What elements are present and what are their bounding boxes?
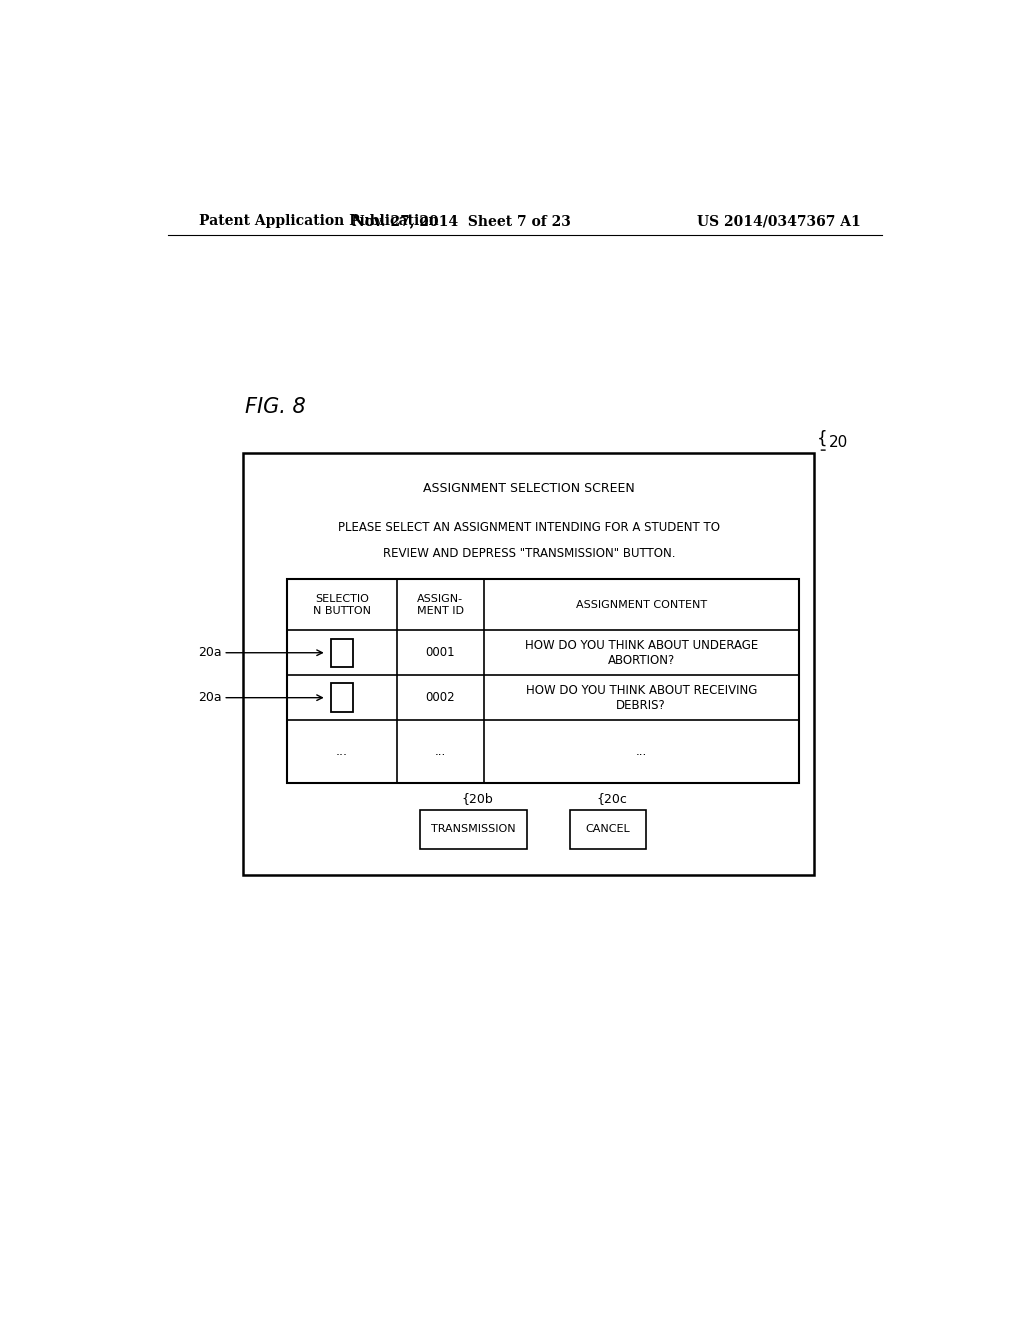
Text: US 2014/0347367 A1: US 2014/0347367 A1 — [697, 214, 860, 228]
Text: 0002: 0002 — [425, 692, 455, 704]
Bar — [287, 579, 799, 784]
Text: HOW DO YOU THINK ABOUT RECEIVING
DEBRIS?: HOW DO YOU THINK ABOUT RECEIVING DEBRIS? — [525, 684, 757, 711]
Text: PLEASE SELECT AN ASSIGNMENT INTENDING FOR A STUDENT TO: PLEASE SELECT AN ASSIGNMENT INTENDING FO… — [338, 521, 720, 533]
Text: ...: ... — [434, 746, 445, 758]
Text: 0001: 0001 — [425, 647, 455, 659]
Text: ...: ... — [636, 746, 647, 758]
Text: 20a: 20a — [198, 692, 221, 704]
Text: REVIEW AND DEPRESS "TRANSMISSION" BUTTON.: REVIEW AND DEPRESS "TRANSMISSION" BUTTON… — [383, 548, 675, 560]
Text: CANCEL: CANCEL — [586, 824, 631, 834]
Text: {20c: {20c — [596, 792, 627, 805]
Bar — [420, 810, 526, 849]
Text: Patent Application Publication: Patent Application Publication — [200, 214, 439, 228]
Text: TRANSMISSION: TRANSMISSION — [431, 824, 515, 834]
Bar — [331, 639, 353, 667]
Text: ...: ... — [336, 746, 348, 758]
Bar — [331, 684, 353, 711]
Text: Nov. 27, 2014  Sheet 7 of 23: Nov. 27, 2014 Sheet 7 of 23 — [352, 214, 570, 228]
Bar — [570, 810, 646, 849]
Text: 20: 20 — [828, 436, 848, 450]
Text: ASSIGN-
MENT ID: ASSIGN- MENT ID — [417, 594, 464, 615]
Text: HOW DO YOU THINK ABOUT UNDERAGE
ABORTION?: HOW DO YOU THINK ABOUT UNDERAGE ABORTION… — [524, 639, 758, 667]
Text: {20b: {20b — [461, 792, 494, 805]
Text: 20a: 20a — [198, 647, 221, 659]
Text: SELECTIO
N BUTTON: SELECTIO N BUTTON — [312, 594, 371, 615]
Bar — [243, 453, 814, 875]
Text: FIG. 8: FIG. 8 — [246, 397, 306, 417]
Text: {: { — [817, 430, 827, 447]
Text: ASSIGNMENT SELECTION SCREEN: ASSIGNMENT SELECTION SCREEN — [423, 482, 635, 495]
Text: ASSIGNMENT CONTENT: ASSIGNMENT CONTENT — [575, 599, 707, 610]
